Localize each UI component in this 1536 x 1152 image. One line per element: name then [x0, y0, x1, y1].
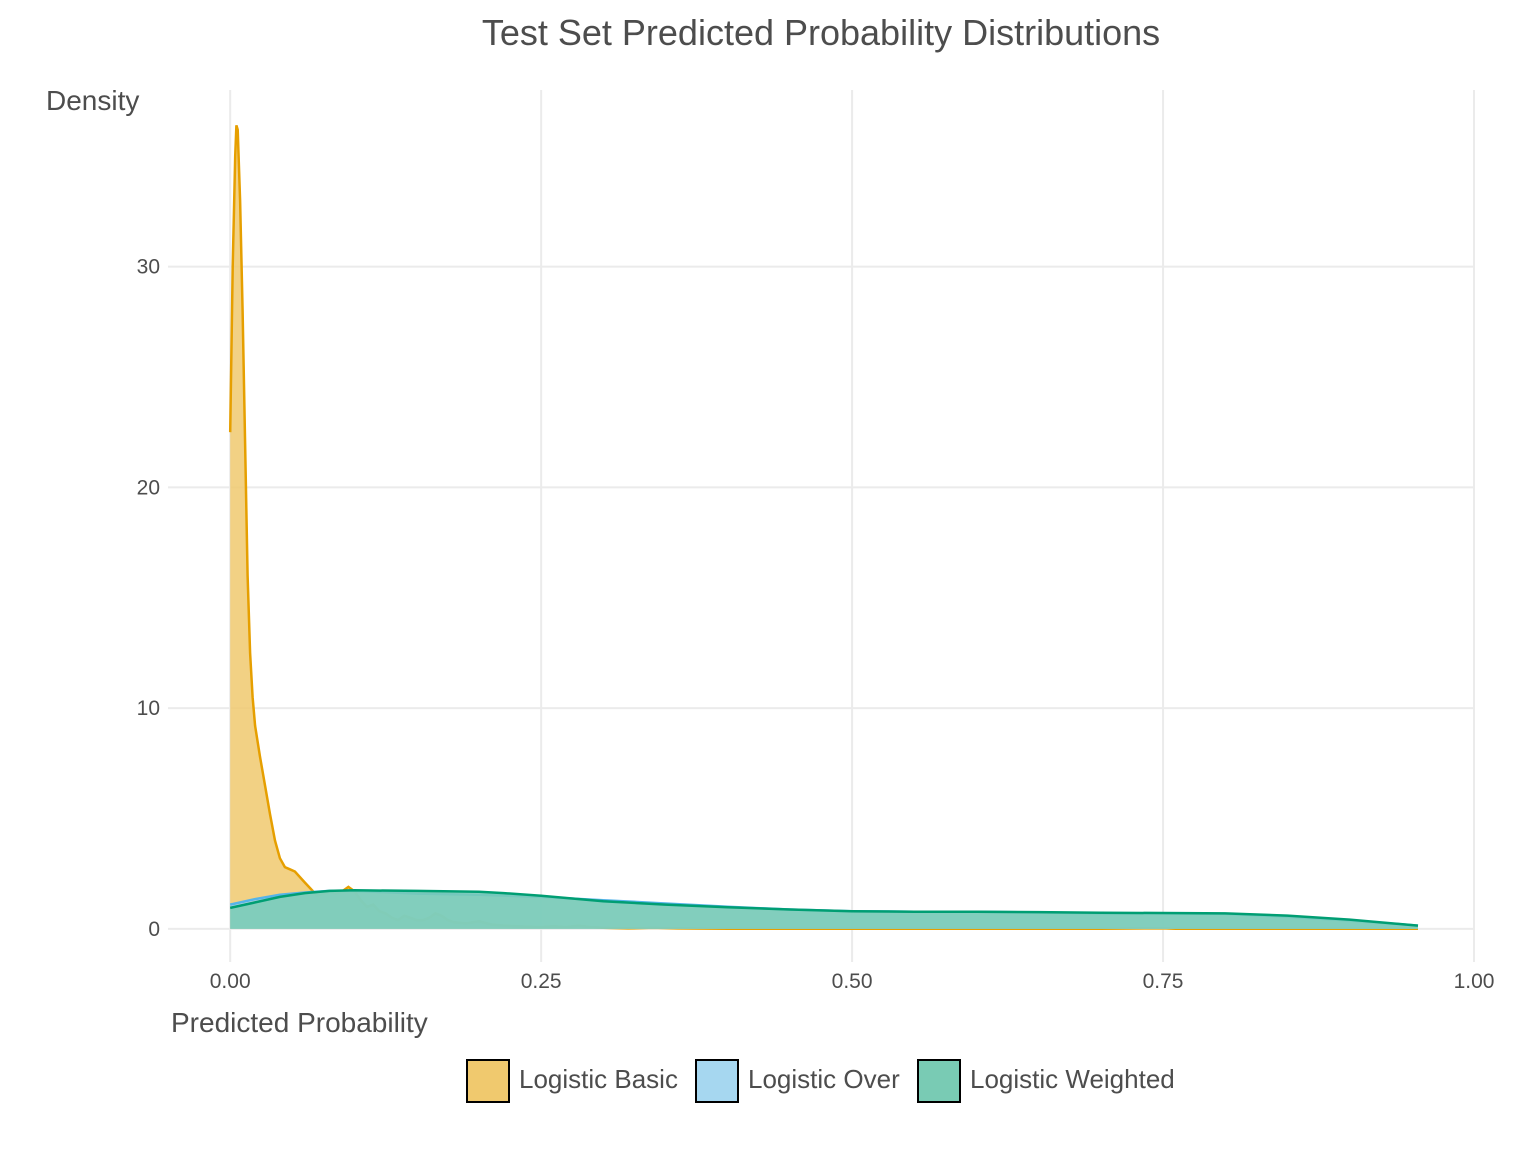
legend-label: Logistic Over [748, 1064, 900, 1094]
y-axis-title: Density [46, 85, 139, 116]
legend-swatch [466, 1059, 510, 1103]
y-tick-label: 10 [137, 697, 160, 720]
legend-label: Logistic Weighted [970, 1064, 1175, 1094]
legend-item: Logistic Over [695, 1059, 900, 1103]
density-area [230, 890, 1419, 929]
legend-item: Logistic Weighted [917, 1059, 1175, 1103]
grid [168, 90, 1475, 962]
x-tick-label: 1.00 [1454, 970, 1495, 993]
x-tick-label: 0.75 [1143, 970, 1184, 993]
x-tick-label: 0.25 [521, 970, 562, 993]
series-layer [228, 124, 1419, 930]
legend-item: Logistic Basic [466, 1059, 678, 1103]
y-tick-label: 20 [137, 476, 160, 499]
legend: Logistic Basic Logistic Over Logistic Weig… [466, 1059, 1175, 1103]
tick-labels: 0.00 0.25 0.50 0.75 1.00 0 10 20 30 [137, 256, 1495, 993]
series-2 [229, 889, 1419, 929]
chart-title: Test Set Predicted Probability Distribut… [482, 12, 1160, 53]
y-tick-label: 0 [148, 918, 160, 941]
x-tick-label: 0.50 [832, 970, 873, 993]
density-line [229, 889, 1419, 927]
legend-swatch [917, 1059, 961, 1103]
x-tick-label: 0.00 [210, 970, 251, 993]
legend-swatch [695, 1059, 739, 1103]
x-axis-title: Predicted Probability [171, 1007, 428, 1038]
y-tick-label: 30 [137, 256, 160, 279]
legend-label: Logistic Basic [519, 1064, 678, 1094]
series-0 [228, 124, 1419, 930]
density-area [230, 125, 1419, 929]
density-line [228, 124, 1418, 930]
